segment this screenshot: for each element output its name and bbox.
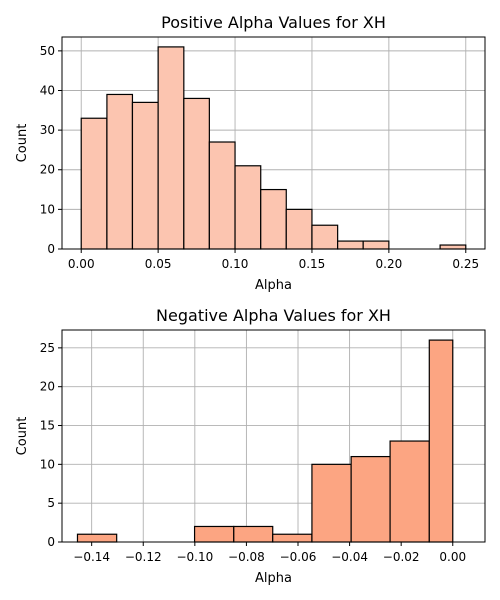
x-tick-label: 0.00 — [68, 257, 95, 271]
y-tick-label: 50 — [40, 44, 55, 58]
histogram-bar — [193, 525, 235, 543]
x-tick-label: 0.20 — [376, 257, 403, 271]
histogram-bar — [428, 339, 454, 543]
x-tick-label: −0.14 — [73, 550, 110, 564]
y-tick-label: 20 — [40, 163, 55, 177]
x-tick-label: −0.08 — [228, 550, 265, 564]
y-tick-label: 20 — [40, 380, 55, 394]
chart-title: Positive Alpha Values for XH — [161, 13, 386, 32]
y-tick-label: 10 — [40, 202, 55, 216]
histogram-bar — [389, 440, 430, 543]
x-tick-label: −0.04 — [331, 550, 368, 564]
histogram-bar — [362, 240, 390, 250]
x-axis-label: Alpha — [255, 278, 292, 293]
x-axis-label: Alpha — [255, 571, 292, 586]
histogram-bar — [311, 463, 352, 543]
histogram-bar — [106, 93, 134, 250]
axes-frame — [61, 36, 486, 250]
y-tick-label: 25 — [40, 341, 55, 355]
y-axis-label: Count — [15, 417, 30, 456]
y-tick-label: 0 — [47, 535, 55, 549]
x-tick-label: −0.06 — [280, 550, 317, 564]
chart-title: Negative Alpha Values for XH — [156, 306, 391, 325]
histogram-bar — [350, 455, 391, 543]
histogram-bar — [76, 533, 118, 543]
histogram-bar — [285, 208, 313, 250]
histogram-bar — [311, 224, 339, 250]
chart-panel-2: −0.14 −0.12 −0.10 −0.08 −0.06 −0.04 −0.02 0.00 0… — [15, 306, 486, 586]
histogram-bar — [439, 244, 467, 250]
histogram-bar — [272, 533, 313, 543]
histogram-bar — [131, 101, 159, 250]
y-tick-label: 0 — [47, 242, 55, 256]
x-tick-label: 0.15 — [299, 257, 326, 271]
y-tick-label: 15 — [40, 419, 55, 433]
x-tick-label: −0.10 — [176, 550, 213, 564]
y-tick-label: 10 — [40, 457, 55, 471]
x-tick-label: −0.02 — [383, 550, 420, 564]
y-tick-label: 40 — [40, 83, 55, 97]
histogram-bar — [337, 240, 364, 250]
histogram-bar — [208, 141, 236, 250]
axes-frame — [61, 329, 486, 543]
y-tick-label: 5 — [47, 496, 55, 510]
x-tick-label: 0.25 — [452, 257, 479, 271]
y-axis-label: Count — [15, 124, 30, 163]
x-tick-label: 0.00 — [439, 550, 466, 564]
histogram-bar — [260, 188, 287, 250]
x-tick-label: 0.05 — [145, 257, 172, 271]
histogram-bar — [157, 46, 185, 250]
y-tick-label: 30 — [40, 123, 55, 137]
chart-panel-1: 0.00 0.05 0.10 0.15 0.20 0.25 0 10 20 30 40 50 Posit… — [15, 13, 486, 293]
x-tick-label: −0.12 — [125, 550, 162, 564]
histogram-bar — [233, 525, 274, 543]
x-tick-label: 0.10 — [222, 257, 249, 271]
histogram-bar — [183, 97, 210, 250]
histogram-bar — [234, 165, 262, 250]
histogram-bar — [80, 117, 108, 250]
